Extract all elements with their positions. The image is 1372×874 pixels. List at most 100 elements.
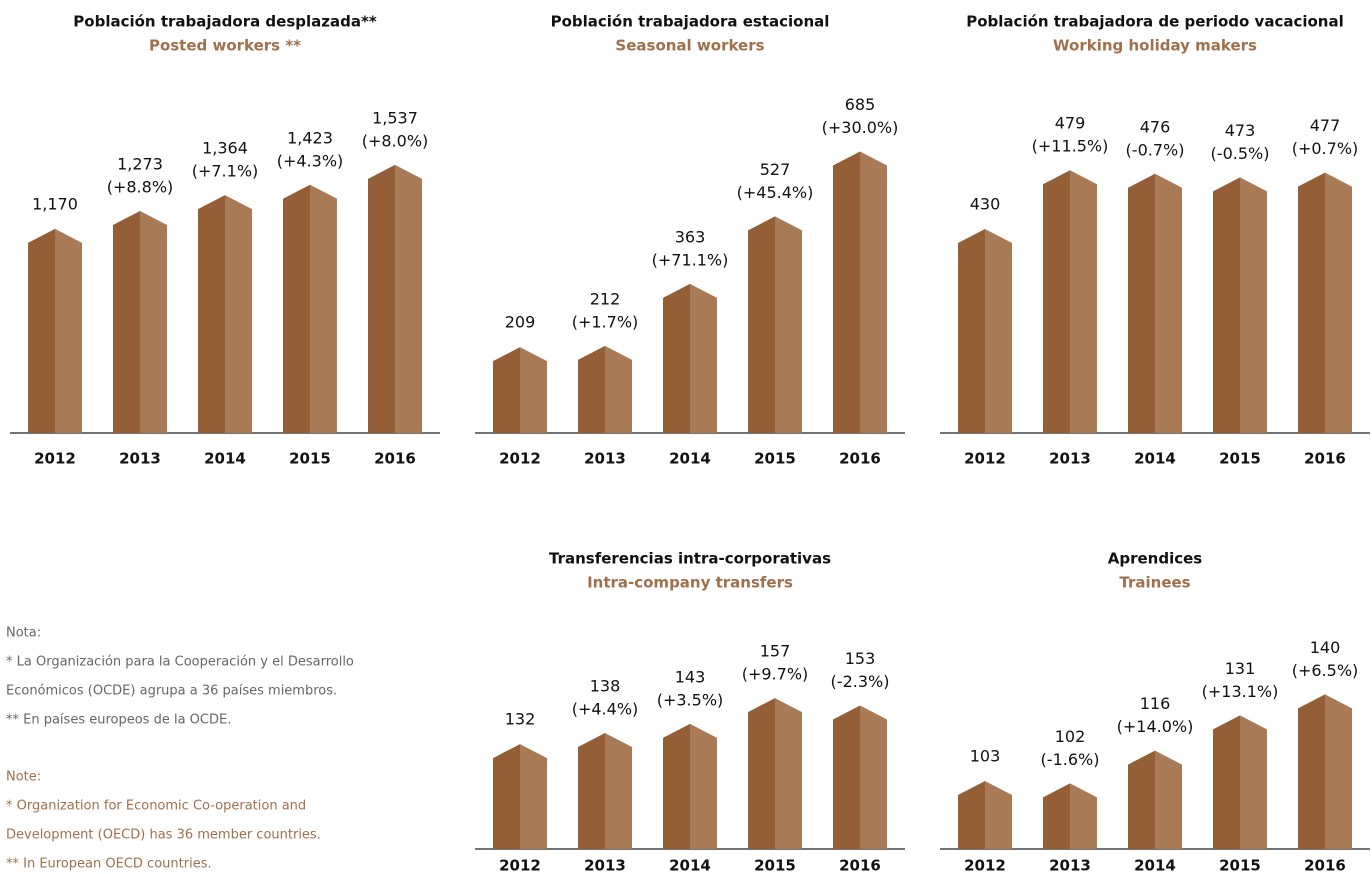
chart-subtitle: Intra-company transfers	[587, 574, 793, 592]
bar-right	[860, 151, 887, 433]
value-label: 103	[970, 747, 1001, 766]
bar-left	[1298, 172, 1325, 433]
value-label: 131	[1225, 659, 1256, 678]
x-tick-label: 2016	[839, 857, 881, 874]
bar-right	[605, 733, 632, 849]
bar	[958, 229, 1012, 433]
value-label: 685	[845, 95, 876, 114]
bar-right	[395, 164, 422, 433]
bar-left	[1298, 694, 1325, 849]
bar-right	[690, 283, 717, 433]
note-line: ** En países europeos de la OCDE.	[6, 713, 231, 728]
bar-left	[1043, 170, 1070, 433]
bar-right	[775, 698, 802, 849]
note-heading: Note:	[6, 770, 41, 785]
value-label: 212	[590, 289, 621, 308]
x-tick-label: 2012	[499, 450, 541, 468]
value-label: 363	[675, 227, 706, 246]
bar	[1128, 173, 1182, 434]
x-tick-label: 2014	[204, 450, 246, 468]
bar-right	[775, 216, 802, 433]
bar-left	[28, 228, 55, 433]
change-label: (-0.5%)	[1211, 144, 1270, 163]
x-tick-label: 2015	[754, 450, 796, 468]
change-label: (+14.0%)	[1117, 717, 1194, 736]
value-label: 476	[1140, 117, 1171, 136]
bar-right	[605, 345, 632, 433]
bar-left	[113, 210, 140, 433]
change-label: (+13.1%)	[1202, 682, 1279, 701]
chart-title: Transferencias intra-corporativas	[549, 550, 831, 568]
bar	[1128, 750, 1182, 849]
x-tick-label: 2015	[289, 450, 331, 468]
bar-left	[958, 229, 985, 433]
bar-right	[860, 705, 887, 849]
value-label: 430	[970, 195, 1001, 214]
bar-right	[520, 347, 547, 433]
bar-right	[985, 229, 1012, 433]
x-tick-label: 2012	[34, 450, 76, 468]
bar	[748, 216, 802, 433]
bar-left	[833, 705, 860, 849]
chart-title: Población trabajadora desplazada**	[73, 13, 377, 31]
change-label: (+4.3%)	[277, 151, 344, 170]
bar	[1298, 172, 1352, 433]
x-tick-label: 2016	[1304, 450, 1346, 468]
value-label: 1,170	[32, 194, 78, 213]
bar	[833, 151, 887, 433]
bar	[1213, 715, 1267, 849]
change-label: (-2.3%)	[831, 672, 890, 691]
x-tick-label: 2014	[1134, 857, 1176, 874]
x-tick-label: 2016	[374, 450, 416, 468]
change-label: (+4.4%)	[572, 700, 639, 719]
x-tick-label: 2013	[119, 450, 161, 468]
value-label: 1,537	[372, 108, 418, 127]
value-label: 132	[505, 710, 536, 729]
x-tick-label: 2012	[964, 857, 1006, 874]
value-label: 1,364	[202, 139, 248, 158]
bar-left	[283, 184, 310, 433]
bar	[493, 347, 547, 433]
value-label: 157	[760, 642, 791, 661]
bar-right	[985, 781, 1012, 849]
bar	[198, 195, 252, 433]
bar-left	[578, 345, 605, 433]
change-label: (+11.5%)	[1032, 137, 1109, 156]
note-heading: Nota:	[6, 626, 41, 641]
chart-subtitle: Working holiday makers	[1053, 37, 1257, 55]
bar-right	[1240, 715, 1267, 849]
bar-right	[55, 228, 82, 433]
value-label: 143	[675, 667, 706, 686]
x-tick-label: 2012	[964, 450, 1006, 468]
bar	[578, 733, 632, 849]
bar-left	[1128, 750, 1155, 849]
bar-left	[1213, 715, 1240, 849]
value-label: 1,273	[117, 154, 163, 173]
bar-left	[1043, 783, 1070, 849]
bar-right	[1325, 694, 1352, 849]
note-line: ** In European OECD countries.	[6, 857, 212, 872]
value-label: 527	[760, 160, 791, 179]
change-label: (+7.1%)	[192, 162, 259, 181]
change-label: (+1.7%)	[572, 312, 639, 331]
bar-right	[520, 744, 547, 849]
bar	[1298, 694, 1352, 849]
value-label: 473	[1225, 121, 1256, 140]
value-label: 153	[845, 649, 876, 668]
bar-left	[1128, 173, 1155, 434]
value-label: 477	[1310, 116, 1341, 135]
x-tick-label: 2016	[1304, 857, 1346, 874]
change-label: (+3.5%)	[657, 690, 724, 709]
bar	[1043, 170, 1097, 433]
bar-right	[1070, 783, 1097, 849]
note-line: Development (OECD) has 36 member countri…	[6, 828, 321, 843]
change-label: (-0.7%)	[1126, 140, 1185, 159]
chart-subtitle: Trainees	[1119, 574, 1190, 592]
bar	[663, 283, 717, 433]
bar	[368, 164, 422, 433]
change-label: (+45.4%)	[737, 183, 814, 202]
x-tick-label: 2015	[1219, 450, 1261, 468]
chart-title: Población trabajadora estacional	[551, 13, 830, 31]
x-tick-label: 2014	[669, 450, 711, 468]
bar	[578, 345, 632, 433]
